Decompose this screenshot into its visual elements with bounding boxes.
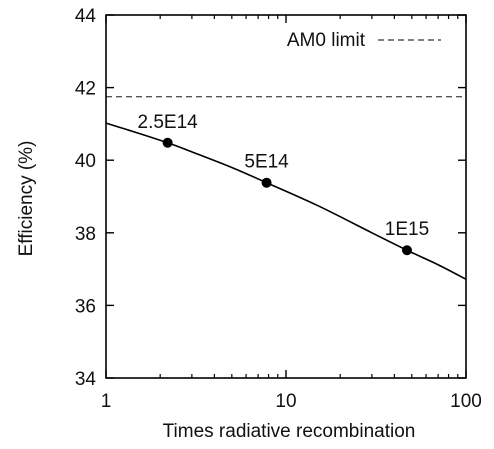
efficiency-curve bbox=[105, 122, 467, 280]
x-tick-label-1: 1 bbox=[101, 391, 112, 412]
legend-label-am0-limit: AM0 limit bbox=[287, 30, 366, 51]
y-tick-label-44: 44 bbox=[75, 6, 97, 27]
data-point-1E15 bbox=[401, 245, 412, 256]
x-tick-label-100: 100 bbox=[450, 391, 482, 412]
y-tick-label-34: 34 bbox=[75, 369, 97, 390]
y-tick-labels: 34 36 38 40 42 44 bbox=[75, 6, 97, 390]
y-tick-label-40: 40 bbox=[75, 151, 96, 172]
x-tick-labels: 1 10 100 bbox=[101, 391, 482, 412]
x-tick-label-10: 10 bbox=[275, 391, 296, 412]
data-point-5E14 bbox=[261, 177, 272, 188]
y-tick-label-36: 36 bbox=[75, 296, 96, 317]
y-tick-label-42: 42 bbox=[75, 79, 96, 100]
data-label-2.5E14: 2.5E14 bbox=[138, 112, 199, 133]
plot-frame bbox=[105, 14, 467, 379]
data-label-5E14: 5E14 bbox=[244, 152, 289, 173]
y-axis-title: Efficiency (%) bbox=[16, 141, 37, 257]
axis-ticks bbox=[105, 14, 467, 379]
y-tick-label-38: 38 bbox=[75, 224, 96, 245]
legend: AM0 limit bbox=[287, 30, 441, 51]
data-label-1E15: 1E15 bbox=[385, 219, 429, 240]
data-point-2.5E14 bbox=[162, 137, 173, 148]
data-point-labels: 2.5E14 5E14 1E15 bbox=[138, 112, 430, 240]
x-axis-title: Times radiative recombination bbox=[163, 421, 416, 442]
data-points bbox=[162, 137, 412, 256]
